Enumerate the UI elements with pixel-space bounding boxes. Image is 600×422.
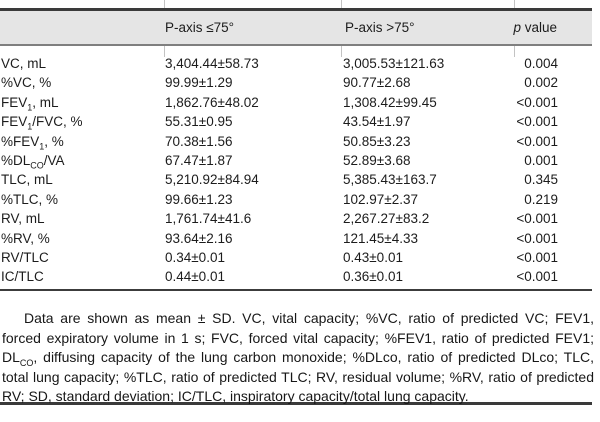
row-label: FEV1/FVC, %: [1, 112, 165, 131]
row-label: %DLCO/VA: [1, 151, 165, 170]
table-row: RV/TLC 0.34±0.01 0.43±0.01 <0.001: [1, 248, 558, 267]
footnote-top-rule: [0, 289, 592, 291]
p-value-rest: value: [520, 20, 557, 35]
table-row: VC, mL 3,404.44±58.73 3,005.53±121.63 0.004: [1, 54, 558, 73]
text-segment: FEV: [1, 114, 28, 130]
text-segment: %RV, %: [1, 230, 50, 246]
table-row: %DLCO/VA 67.47±1.87 52.89±3.68 0.001: [1, 151, 558, 170]
row-label: TLC, mL: [1, 170, 165, 189]
cell-p-axis-gt75: 3,005.53±121.63: [343, 56, 445, 71]
text-segment: , diffusing capacity of the lung carbon …: [2, 349, 594, 405]
table-header-band: [0, 11, 592, 44]
text-segment: RV/TLC: [1, 249, 49, 265]
row-label: %VC, %: [1, 73, 165, 92]
cell-p-value: 0.345: [524, 172, 558, 188]
cell-p-axis-gt75: 121.45±4.33: [343, 230, 418, 246]
text-segment: %DL: [1, 152, 31, 168]
cell-p-axis-gt75: 50.85±3.23: [343, 133, 411, 149]
cell-p-axis-le75: 70.38±1.56: [165, 133, 233, 149]
table-row: %FEV1, % 70.38±1.56 50.85±3.23 <0.001: [1, 132, 558, 151]
subscript-text: CO: [19, 357, 34, 368]
table-footnote: Data are shown as mean ± SD. VC, vital c…: [2, 309, 594, 407]
cell-p-value: 0.001: [524, 152, 558, 168]
cell-p-axis-gt75: 5,385.43±163.7: [343, 172, 437, 188]
cell-p-axis-gt75: 0.43±0.01: [343, 249, 403, 265]
subscript-text: 1: [39, 141, 45, 152]
cell-p-axis-le75: 0.44±0.01: [165, 269, 225, 285]
cell-p-value: <0.001: [516, 114, 558, 130]
table-body: VC, mL 3,404.44±58.73 3,005.53±121.63 0.004…: [1, 54, 558, 287]
table-row: %VC, % 99.99±1.29 90.77±2.68 0.002: [1, 73, 558, 92]
text-segment: %VC, %: [1, 75, 52, 91]
row-label: RV/TLC: [1, 248, 165, 267]
row-label: %FEV1, %: [1, 132, 165, 151]
table-bottom-rule: [0, 402, 592, 405]
row-label: IC/TLC: [1, 267, 165, 286]
cell-p-value: <0.001: [516, 211, 558, 227]
row-label: %RV, %: [1, 229, 165, 248]
subscript-text: 1: [27, 121, 33, 132]
cell-p-value: <0.001: [516, 133, 558, 149]
text-segment: FEV: [1, 94, 28, 110]
cell-p-axis-gt75: 1,308.42±99.45: [343, 94, 437, 110]
cell-p-value: <0.001: [516, 94, 558, 110]
p-value-italic-p: p: [513, 20, 521, 35]
table-row: %RV, % 93.64±2.16 121.45±4.33 <0.001: [1, 229, 558, 248]
cell-p-axis-le75: 55.31±0.95: [165, 114, 233, 130]
text-segment: , %: [44, 133, 64, 149]
text-segment: /VA: [43, 152, 65, 168]
cell-p-axis-gt75: 0.36±0.01: [343, 269, 403, 285]
table-row: TLC, mL 5,210.92±84.94 5,385.43±163.7 0.345: [1, 170, 558, 189]
subscript-text: 1: [27, 102, 33, 113]
cell-p-value: 0.002: [524, 75, 558, 91]
cell-p-value: <0.001: [516, 249, 558, 265]
cell-p-value: 0.004: [524, 56, 558, 71]
table-row: FEV1/FVC, % 55.31±0.95 43.54±1.97 <0.001: [1, 112, 558, 131]
cell-p-axis-le75: 3,404.44±58.73: [165, 56, 259, 71]
row-label: FEV1, mL: [1, 93, 165, 112]
text-segment: , mL: [32, 94, 59, 110]
table-row: FEV1, mL 1,862.76±48.02 1,308.42±99.45 <0.0…: [1, 93, 558, 112]
cell-p-value: <0.001: [516, 269, 558, 285]
cell-p-axis-le75: 99.66±1.23: [165, 191, 233, 207]
row-label: %TLC, %: [1, 190, 165, 209]
row-label: RV, mL: [1, 209, 165, 228]
text-segment: Data are shown as mean ± SD. VC, vital c…: [2, 310, 594, 366]
text-segment: VC, mL: [1, 56, 47, 71]
text-segment: %FEV: [1, 133, 40, 149]
column-header-p-value: p value: [457, 20, 557, 35]
table-row: %TLC, % 99.66±1.23 102.97±2.37 0.219: [1, 190, 558, 209]
cell-p-value: 0.219: [524, 191, 558, 207]
header-bottom-rule: [0, 44, 592, 46]
table-row: IC/TLC 0.44±0.01 0.36±0.01 <0.001: [1, 267, 558, 286]
cell-p-axis-le75: 5,210.92±84.94: [165, 172, 259, 188]
cell-p-axis-le75: 67.47±1.87: [165, 152, 233, 168]
cell-p-axis-gt75: 52.89±3.68: [343, 152, 411, 168]
table-top-rule: [0, 8, 592, 11]
text-segment: TLC, mL: [1, 172, 53, 188]
column-header-p-axis-gt75: P-axis >75°: [345, 20, 415, 35]
text-segment: %TLC, %: [1, 191, 59, 207]
cell-p-axis-gt75: 102.97±2.37: [343, 191, 418, 207]
text-segment: RV, mL: [1, 211, 45, 227]
cell-p-axis-le75: 1,862.76±48.02: [165, 94, 259, 110]
cell-p-axis-gt75: 90.77±2.68: [343, 75, 411, 91]
cell-p-axis-le75: 93.64±2.16: [165, 230, 233, 246]
cell-p-axis-le75: 99.99±1.29: [165, 75, 233, 91]
cell-p-axis-le75: 0.34±0.01: [165, 249, 225, 265]
cell-p-axis-le75: 1,761.74±41.6: [165, 211, 252, 227]
row-label: VC, mL: [1, 54, 165, 73]
cell-p-axis-gt75: 43.54±1.97: [343, 114, 411, 130]
column-header-p-axis-le75: P-axis ≤75°: [165, 20, 235, 35]
cell-p-axis-gt75: 2,267.27±83.2: [343, 211, 430, 227]
text-segment: /FVC, %: [32, 114, 83, 130]
subscript-text: CO: [30, 160, 44, 171]
cell-p-value: <0.001: [516, 230, 558, 246]
text-segment: IC/TLC: [1, 269, 44, 285]
table-row: RV, mL 1,761.74±41.6 2,267.27±83.2 <0.001: [1, 209, 558, 228]
